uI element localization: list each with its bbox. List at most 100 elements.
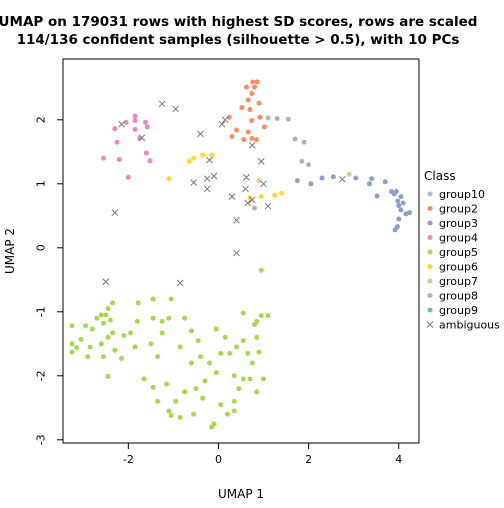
point-group4 bbox=[143, 150, 149, 156]
point-group5 bbox=[258, 313, 264, 319]
point-group5 bbox=[101, 354, 107, 360]
point-ambiguous bbox=[248, 142, 256, 149]
y-tick-label: -1 bbox=[35, 306, 48, 317]
point-group5 bbox=[213, 370, 219, 376]
legend-label-group3: group3 bbox=[439, 217, 478, 230]
point-group5 bbox=[159, 330, 165, 336]
legend-marker-ambiguous bbox=[426, 321, 434, 328]
point-group5 bbox=[107, 317, 113, 323]
point-group5 bbox=[245, 350, 251, 356]
point-group4 bbox=[132, 126, 138, 132]
point-group2 bbox=[233, 127, 239, 133]
point-group5 bbox=[193, 386, 199, 392]
point-group6 bbox=[186, 158, 192, 164]
point-group5 bbox=[249, 360, 255, 366]
point-group4 bbox=[112, 126, 118, 132]
legend-label-group10: group10 bbox=[439, 188, 485, 201]
point-group5 bbox=[240, 310, 246, 316]
point-group5 bbox=[83, 323, 89, 329]
point-group3 bbox=[353, 175, 359, 181]
point-group5 bbox=[141, 376, 147, 382]
plot-frame bbox=[62, 58, 420, 444]
point-group5 bbox=[98, 312, 104, 318]
point-group5 bbox=[240, 376, 246, 382]
point-ambiguous bbox=[172, 105, 180, 113]
point-ambiguous bbox=[176, 279, 184, 287]
point-group5 bbox=[182, 315, 188, 321]
point-group2 bbox=[253, 137, 259, 143]
legend-label-group9: group9 bbox=[439, 304, 478, 317]
point-group5 bbox=[188, 360, 194, 366]
point-group4 bbox=[101, 155, 107, 161]
point-group5 bbox=[119, 356, 125, 362]
point-group5 bbox=[247, 376, 253, 382]
chart-title-line1: UMAP on 179031 rows with highest SD scor… bbox=[0, 14, 477, 30]
y-axis-ticks: -3 -2 -1 0 1 2 bbox=[35, 116, 63, 445]
point-group8 bbox=[274, 116, 280, 122]
point-group5 bbox=[132, 344, 138, 350]
point-group4 bbox=[147, 158, 153, 164]
point-group7 bbox=[346, 171, 352, 177]
point-group5 bbox=[218, 402, 224, 408]
point-ambiguous bbox=[210, 172, 218, 180]
point-group5 bbox=[206, 360, 212, 366]
point-group5 bbox=[173, 398, 179, 404]
point-group5 bbox=[105, 334, 111, 340]
point-group5 bbox=[202, 378, 208, 384]
chart-title-line2: 114/136 confident samples (silhouette > … bbox=[17, 32, 460, 48]
point-group5 bbox=[94, 315, 100, 321]
point-group5 bbox=[218, 350, 224, 356]
point-group5 bbox=[112, 347, 118, 353]
point-group5 bbox=[231, 398, 237, 404]
point-group5 bbox=[231, 373, 237, 379]
point-group8 bbox=[252, 205, 258, 211]
point-group5 bbox=[256, 349, 262, 355]
legend-marker-group8 bbox=[427, 293, 433, 298]
point-ambiguous bbox=[242, 185, 249, 193]
point-group5 bbox=[150, 315, 156, 321]
point-ambiguous bbox=[118, 120, 125, 128]
point-group3 bbox=[396, 203, 402, 209]
legend-marker-group3 bbox=[427, 220, 433, 226]
y-tick-label: -3 bbox=[35, 434, 48, 445]
point-ambiguous bbox=[158, 100, 166, 108]
point-group5 bbox=[224, 411, 230, 417]
point-group2 bbox=[243, 84, 249, 90]
point-group5 bbox=[211, 421, 217, 427]
x-tick-label: 0 bbox=[215, 453, 222, 466]
point-group5 bbox=[240, 338, 246, 344]
legend-marker-group9 bbox=[427, 307, 433, 313]
point-group5 bbox=[227, 350, 233, 356]
point-group6 bbox=[200, 152, 206, 158]
point-group5 bbox=[254, 334, 260, 340]
point-group3 bbox=[319, 175, 325, 181]
point-group5 bbox=[168, 412, 174, 418]
point-ambiguous bbox=[218, 120, 226, 128]
point-group5 bbox=[166, 408, 172, 414]
point-group5 bbox=[200, 395, 206, 401]
point-group2 bbox=[257, 114, 263, 120]
point-group5 bbox=[89, 326, 95, 332]
point-group5 bbox=[236, 386, 242, 392]
point-group4 bbox=[132, 117, 138, 123]
y-tick-label: 1 bbox=[35, 180, 48, 187]
point-group8 bbox=[301, 139, 307, 145]
point-ambiguous bbox=[203, 185, 211, 193]
point-group5 bbox=[213, 326, 219, 332]
x-axis-label: UMAP 1 bbox=[218, 487, 264, 501]
point-group3 bbox=[403, 211, 409, 217]
point-group3 bbox=[398, 207, 404, 213]
x-tick-label: 4 bbox=[395, 453, 402, 466]
point-group4 bbox=[114, 139, 120, 145]
point-group3 bbox=[398, 194, 404, 200]
legend-label-group4: group4 bbox=[439, 232, 478, 245]
point-group5 bbox=[85, 354, 91, 360]
point-group5 bbox=[168, 296, 174, 302]
legend-label-group7: group7 bbox=[439, 275, 478, 288]
point-ambiguous bbox=[190, 179, 198, 186]
point-group3 bbox=[294, 178, 300, 184]
y-axis-label: UMAP 2 bbox=[3, 228, 17, 274]
x-tick-label: -2 bbox=[123, 453, 134, 466]
point-ambiguous bbox=[264, 202, 272, 210]
point-group5 bbox=[155, 354, 161, 360]
